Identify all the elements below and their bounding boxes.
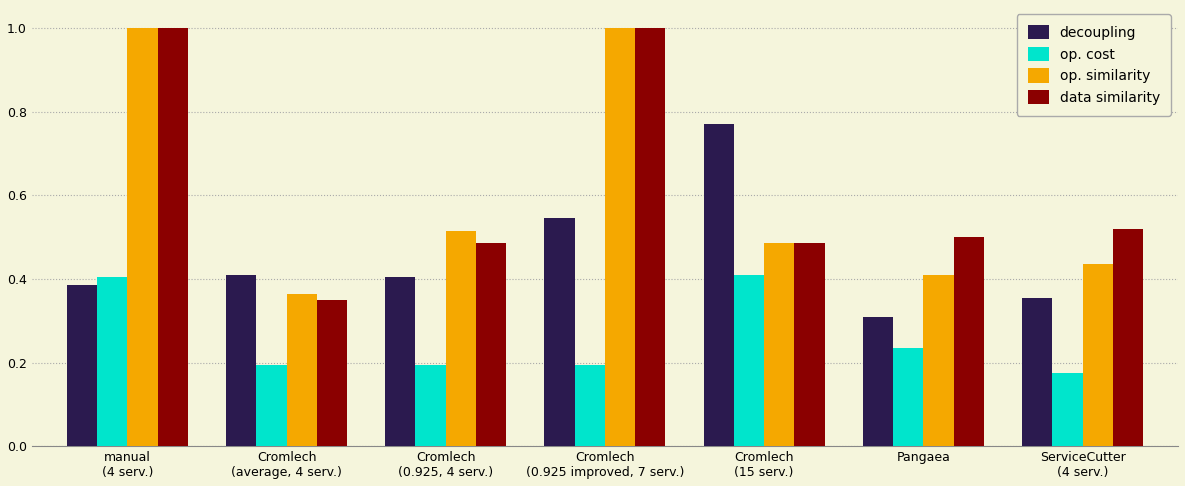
Bar [385,277,416,446]
Bar [544,218,575,446]
Bar [1021,298,1052,446]
Bar [893,348,923,446]
Bar [764,243,794,446]
Bar [1083,264,1113,446]
Bar [416,364,446,446]
Bar [704,124,734,446]
Bar [635,28,666,446]
Bar [794,243,825,446]
Bar [1113,228,1144,446]
Bar [954,237,984,446]
Bar [1052,373,1083,446]
Bar [575,364,604,446]
Bar [256,364,287,446]
Bar [287,294,316,446]
Bar [476,243,506,446]
Bar [604,28,635,446]
Legend: decoupling, op. cost, op. similarity, data similarity: decoupling, op. cost, op. similarity, da… [1017,14,1171,116]
Bar [923,275,954,446]
Bar [316,300,347,446]
Bar [226,275,256,446]
Bar [97,277,127,446]
Bar [446,231,476,446]
Bar [127,28,158,446]
Bar [734,275,764,446]
Bar [863,316,893,446]
Bar [66,285,97,446]
Bar [158,28,188,446]
